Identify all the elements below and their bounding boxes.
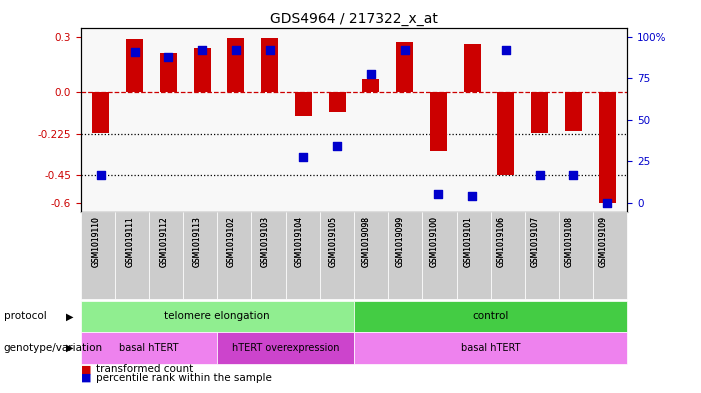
- Text: basal hTERT: basal hTERT: [119, 343, 179, 353]
- Point: [230, 46, 241, 53]
- Text: GSM1019106: GSM1019106: [497, 216, 506, 267]
- Bar: [396, 42, 413, 92]
- Bar: [329, 92, 346, 112]
- Text: ▶: ▶: [66, 311, 74, 321]
- Bar: [126, 39, 143, 92]
- Bar: [565, 92, 582, 131]
- Text: GSM1019113: GSM1019113: [193, 216, 202, 267]
- Text: GSM1019099: GSM1019099: [395, 216, 404, 267]
- Text: GSM1019107: GSM1019107: [531, 216, 540, 267]
- Text: GSM1019098: GSM1019098: [362, 216, 371, 267]
- Point: [129, 48, 140, 55]
- Bar: [463, 44, 481, 92]
- Text: GSM1019101: GSM1019101: [463, 216, 472, 267]
- Point: [264, 46, 275, 53]
- Point: [298, 154, 309, 160]
- Text: GSM1019105: GSM1019105: [328, 216, 337, 267]
- Text: GDS4964 / 217322_x_at: GDS4964 / 217322_x_at: [270, 12, 438, 26]
- Point: [501, 46, 512, 53]
- Text: GSM1019104: GSM1019104: [294, 216, 304, 267]
- Text: protocol: protocol: [4, 311, 46, 321]
- Text: GSM1019099: GSM1019099: [395, 216, 404, 267]
- Bar: [430, 92, 447, 151]
- Point: [95, 172, 107, 178]
- Bar: [599, 92, 615, 203]
- Text: control: control: [472, 311, 509, 321]
- Point: [433, 191, 444, 197]
- Text: GSM1019112: GSM1019112: [159, 216, 168, 267]
- Point: [332, 143, 343, 149]
- Text: GSM1019100: GSM1019100: [430, 216, 438, 267]
- Text: GSM1019113: GSM1019113: [193, 216, 202, 267]
- Text: percentile rank within the sample: percentile rank within the sample: [96, 373, 272, 383]
- Text: GSM1019109: GSM1019109: [598, 216, 607, 267]
- Point: [568, 172, 579, 178]
- Text: GSM1019106: GSM1019106: [497, 216, 506, 267]
- Text: hTERT overexpression: hTERT overexpression: [232, 343, 339, 353]
- Bar: [498, 92, 515, 175]
- Text: GSM1019112: GSM1019112: [159, 216, 168, 267]
- Text: GSM1019111: GSM1019111: [125, 216, 135, 267]
- Bar: [531, 92, 548, 133]
- Text: GSM1019098: GSM1019098: [362, 216, 371, 267]
- Text: GSM1019102: GSM1019102: [227, 216, 236, 267]
- Point: [399, 46, 410, 53]
- Text: telomere elongation: telomere elongation: [165, 311, 270, 321]
- Text: GSM1019104: GSM1019104: [294, 216, 304, 267]
- Text: ■: ■: [81, 364, 91, 375]
- Text: GSM1019103: GSM1019103: [261, 216, 270, 267]
- Point: [534, 172, 545, 178]
- Point: [601, 200, 613, 206]
- Text: GSM1019110: GSM1019110: [92, 216, 101, 267]
- Text: GSM1019105: GSM1019105: [328, 216, 337, 267]
- Text: transformed count: transformed count: [96, 364, 193, 375]
- Bar: [227, 38, 245, 92]
- Bar: [261, 38, 278, 92]
- Bar: [93, 92, 109, 133]
- Text: GSM1019103: GSM1019103: [261, 216, 270, 267]
- Point: [163, 54, 174, 60]
- Text: GSM1019109: GSM1019109: [598, 216, 607, 267]
- Text: genotype/variation: genotype/variation: [4, 343, 102, 353]
- Bar: [193, 48, 210, 92]
- Text: GSM1019107: GSM1019107: [531, 216, 540, 267]
- Text: GSM1019110: GSM1019110: [92, 216, 101, 267]
- Text: GSM1019100: GSM1019100: [430, 216, 438, 267]
- Bar: [362, 79, 379, 92]
- Bar: [295, 92, 312, 116]
- Text: GSM1019108: GSM1019108: [564, 216, 573, 267]
- Text: GSM1019111: GSM1019111: [125, 216, 135, 267]
- Point: [365, 70, 376, 77]
- Text: GSM1019101: GSM1019101: [463, 216, 472, 267]
- Bar: [160, 53, 177, 92]
- Text: basal hTERT: basal hTERT: [461, 343, 520, 353]
- Text: ■: ■: [81, 373, 91, 383]
- Text: GSM1019108: GSM1019108: [564, 216, 573, 267]
- Text: GSM1019102: GSM1019102: [227, 216, 236, 267]
- Text: ▶: ▶: [66, 343, 74, 353]
- Point: [467, 193, 478, 199]
- Point: [196, 46, 207, 53]
